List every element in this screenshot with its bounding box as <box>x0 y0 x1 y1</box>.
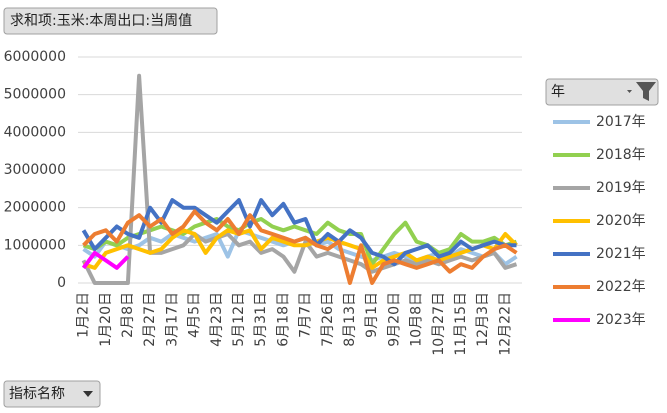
axis-field-button[interactable] <box>3 380 101 408</box>
legend-label: 2020年 <box>596 213 646 229</box>
legend-title: 年 <box>551 84 565 100</box>
x-tick-label: 4月5日 <box>187 292 203 338</box>
y-tick-label: 6000000 <box>4 49 66 65</box>
x-tick-label: 3月17日 <box>164 292 180 347</box>
legend-label: 2021年 <box>596 246 646 262</box>
x-tick-label: 7月7日 <box>298 292 314 338</box>
x-tick-label: 10月27日 <box>431 292 447 356</box>
series-line <box>81 250 130 270</box>
y-tick-label: 0 <box>57 275 66 291</box>
x-tick-label: 4月23日 <box>209 292 225 347</box>
x-tick-label: 5月31日 <box>253 292 269 347</box>
x-tick-label: 12月3日 <box>475 292 491 347</box>
legend-label: 2019年 <box>596 180 646 196</box>
x-tick-label: 8月13日 <box>342 292 358 347</box>
dropdown-arrow <box>83 391 93 397</box>
y-tick-label: 5000000 <box>4 87 66 103</box>
legend-label: 2022年 <box>596 279 646 295</box>
x-tick-label: 12月22日 <box>497 292 513 356</box>
legend-label: 2023年 <box>596 312 646 328</box>
y-tick-label: 1000000 <box>4 237 66 253</box>
x-tick-label: 7月26日 <box>320 292 336 347</box>
x-tick-label: 9月20日 <box>386 292 402 347</box>
filter-icon <box>627 82 656 101</box>
y-tick-label: 2000000 <box>4 200 66 216</box>
y-tick-label: 4000000 <box>4 124 66 140</box>
x-tick-label: 9月1日 <box>364 292 380 338</box>
x-tick-label: 5月12日 <box>231 292 247 347</box>
x-tick-label: 10月8日 <box>409 292 425 347</box>
legend-field-button[interactable] <box>545 78 659 106</box>
value-field: 求和项:玉米:本周出口:当周值 <box>10 13 192 29</box>
series-line <box>82 217 518 267</box>
x-tick-label: 6月18日 <box>275 292 291 347</box>
x-tick-label: 1月2日 <box>76 292 92 338</box>
series-line <box>81 198 517 267</box>
y-tick-label: 3000000 <box>4 162 66 178</box>
x-tick-label: 2月8日 <box>120 292 136 338</box>
x-tick-label: 11月15日 <box>453 292 469 356</box>
axis-field: 指标名称 <box>9 386 65 402</box>
legend-label: 2018年 <box>596 147 646 163</box>
series-line <box>82 228 518 270</box>
x-tick-label: 1月20日 <box>98 292 114 347</box>
x-tick-label: 2月27日 <box>142 292 158 347</box>
series-line <box>82 209 518 285</box>
value-field-button[interactable] <box>3 7 218 35</box>
legend-label: 2017年 <box>596 114 646 130</box>
